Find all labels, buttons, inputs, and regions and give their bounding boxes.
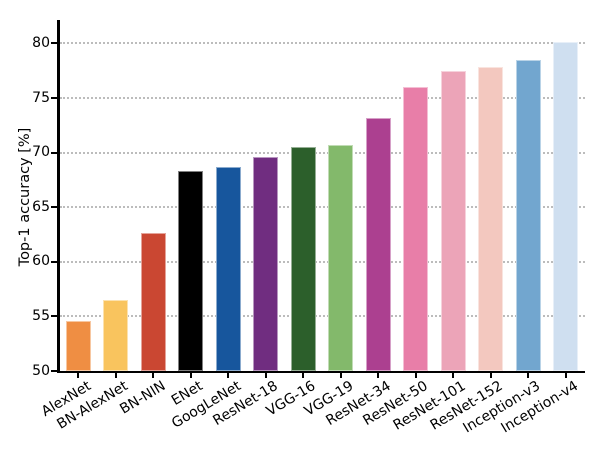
- bar-resnet-152: [478, 67, 504, 371]
- ytick-mark-75: [51, 97, 57, 99]
- gridline-60: [59, 260, 585, 263]
- ytick-mark-80: [51, 42, 57, 45]
- gridline-75: [59, 97, 585, 99]
- xtick-mark-vgg-19: [339, 373, 342, 378]
- bar-resnet-101: [440, 70, 466, 371]
- ytick-label-55: 55: [32, 307, 50, 324]
- bar-bn-alexnet: [103, 300, 129, 371]
- xtick-mark-resnet-101: [452, 373, 455, 378]
- ytick-mark-55: [51, 315, 57, 318]
- bar-alexnet: [65, 320, 91, 371]
- ytick-label-60: 60: [32, 253, 50, 270]
- xtick-mark-bn-alexnet: [114, 373, 117, 378]
- ytick-label-80: 80: [32, 34, 50, 51]
- xtick-mark-resnet-34: [377, 373, 380, 378]
- bar-resnet-50: [403, 87, 429, 371]
- bar-inception-v3: [515, 59, 541, 371]
- ytick-label-50: 50: [32, 362, 50, 379]
- ytick-label-65: 65: [32, 198, 50, 215]
- bar-resnet-18: [253, 156, 279, 371]
- bar-vgg-19: [328, 144, 354, 371]
- xtick-mark-resnet-152: [489, 373, 492, 378]
- bar-inception-v4: [553, 42, 579, 371]
- xtick-mark-inception-v3: [527, 373, 530, 378]
- ytick-mark-50: [51, 370, 57, 372]
- xtick-mark-googlenet: [227, 373, 230, 378]
- xtick-mark-resnet-18: [264, 373, 267, 378]
- xtick-mark-vgg-16: [302, 373, 305, 378]
- bar-bn-nin: [140, 233, 166, 371]
- gridline-55: [59, 315, 585, 318]
- y-axis-spine: [57, 20, 60, 373]
- ytick-mark-65: [51, 206, 57, 209]
- xtick-mark-inception-v4: [564, 373, 567, 378]
- xtick-mark-alexnet: [77, 373, 80, 378]
- bar-googlenet: [215, 166, 241, 371]
- ytick-mark-60: [51, 260, 57, 263]
- xtick-mark-enet: [189, 373, 192, 378]
- gridline-65: [59, 206, 585, 209]
- xtick-mark-bn-nin: [152, 373, 155, 378]
- ytick-label-75: 75: [32, 89, 50, 106]
- ytick-label-70: 70: [32, 144, 50, 161]
- xtick-mark-resnet-50: [414, 373, 417, 378]
- bar-resnet-34: [365, 117, 391, 371]
- bar-vgg-16: [290, 147, 316, 371]
- gridline-80: [59, 42, 585, 45]
- bar-enet: [178, 171, 204, 371]
- gridline-70: [59, 151, 585, 154]
- ytick-mark-70: [51, 151, 57, 154]
- x-axis-spine: [57, 370, 585, 374]
